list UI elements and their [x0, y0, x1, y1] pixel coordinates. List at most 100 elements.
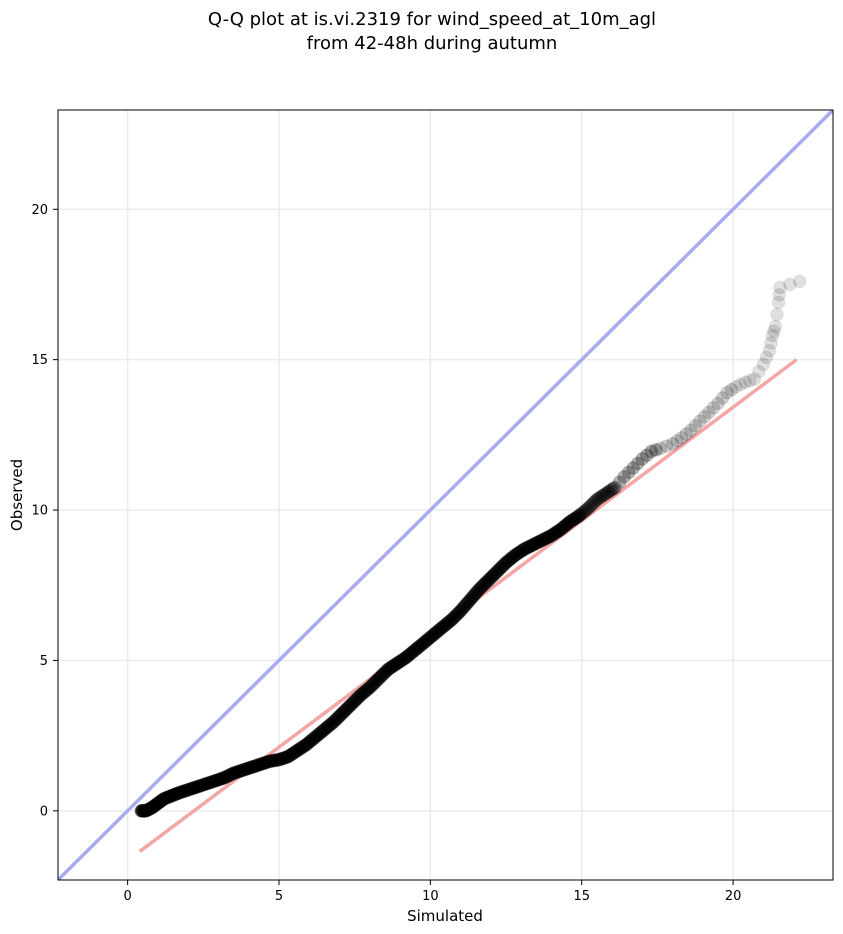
data-point: [574, 506, 589, 521]
data-point: [476, 578, 491, 593]
data-point: [409, 641, 424, 656]
data-point: [543, 529, 557, 544]
data-point: [307, 731, 321, 746]
data-point: [464, 591, 479, 606]
data-point: [198, 777, 212, 792]
data-point: [461, 595, 476, 609]
x-axis-ticks: 0 5 10 15 20: [123, 880, 741, 904]
data-point: [344, 697, 359, 711]
data-point: [762, 343, 777, 358]
data-point: [529, 536, 544, 550]
data-point: [783, 277, 797, 292]
data-point: [584, 498, 598, 513]
data-point: [552, 523, 566, 538]
data-point: [756, 357, 771, 371]
data-point: [269, 753, 283, 767]
data-point: [207, 774, 221, 789]
data-point: [393, 654, 407, 669]
data-point: [150, 797, 164, 811]
data-point: [720, 385, 734, 400]
data-point: [591, 491, 606, 506]
data-point: [153, 794, 167, 809]
data-point: [154, 794, 168, 808]
data-point: [497, 557, 512, 571]
data-point: [340, 701, 354, 716]
data-point: [232, 764, 247, 779]
data-point: [293, 741, 307, 756]
data-point: [509, 547, 524, 561]
data-point: [579, 502, 594, 517]
data-point: [276, 751, 291, 765]
data-point: [162, 789, 176, 804]
data-point: [229, 765, 244, 780]
data-point: [140, 803, 154, 818]
data-point: [185, 781, 200, 796]
data-point: [159, 790, 174, 805]
data-point: [310, 729, 324, 743]
data-point: [429, 625, 444, 640]
data-point: [352, 689, 367, 704]
data-point: [372, 671, 386, 686]
data-point: [506, 549, 521, 564]
data-point: [459, 596, 474, 611]
data-point: [597, 487, 612, 502]
data-point: [182, 782, 197, 797]
data-point: [422, 631, 436, 646]
data-point: [320, 720, 335, 734]
data-point: [491, 563, 506, 577]
data-point: [733, 377, 748, 392]
data-point: [135, 804, 149, 818]
data-point: [238, 762, 253, 777]
data-point: [752, 364, 766, 379]
data-point: [317, 722, 332, 737]
data-point: [149, 798, 163, 812]
data-point: [406, 644, 421, 658]
data-point: [142, 802, 156, 817]
data-point: [534, 534, 548, 548]
data-point: [210, 773, 224, 788]
data-point: [759, 350, 774, 365]
data-point: [136, 804, 151, 818]
x-tick-label: 0: [123, 889, 131, 904]
data-point: [521, 540, 536, 554]
data-point: [135, 804, 150, 818]
data-point: [546, 527, 560, 542]
data-point: [254, 757, 268, 771]
data-point: [608, 480, 622, 495]
data-point: [577, 504, 592, 518]
data-point: [361, 681, 376, 696]
data-point: [275, 751, 289, 766]
data-point: [173, 785, 188, 800]
data-point: [137, 804, 152, 818]
data-point: [470, 584, 485, 599]
x-tick-label: 10: [422, 889, 439, 904]
data-point: [226, 766, 241, 781]
data-point: [573, 508, 588, 522]
data-point: [665, 437, 680, 451]
data-point: [532, 534, 547, 549]
data-point: [553, 522, 568, 537]
data-point: [499, 555, 513, 570]
data-point: [565, 513, 580, 527]
data-point: [550, 524, 565, 539]
data-point: [194, 778, 209, 793]
data-point: [747, 372, 762, 386]
data-point: [390, 656, 404, 671]
data-point: [157, 791, 171, 806]
data-point: [544, 528, 559, 543]
data-point: [792, 274, 807, 289]
data-point: [440, 616, 454, 631]
data-point: [270, 753, 285, 767]
data-point: [446, 611, 460, 626]
data-point: [702, 405, 716, 420]
data-point: [246, 759, 261, 774]
plot-area: [57, 109, 834, 881]
data-point: [247, 759, 262, 774]
data-point: [152, 795, 166, 810]
x-tick-label: 20: [725, 889, 742, 904]
data-point: [472, 582, 486, 597]
data-point: [145, 801, 159, 815]
data-point: [482, 572, 497, 587]
grid-lines: [58, 110, 833, 880]
data-point: [428, 626, 442, 641]
